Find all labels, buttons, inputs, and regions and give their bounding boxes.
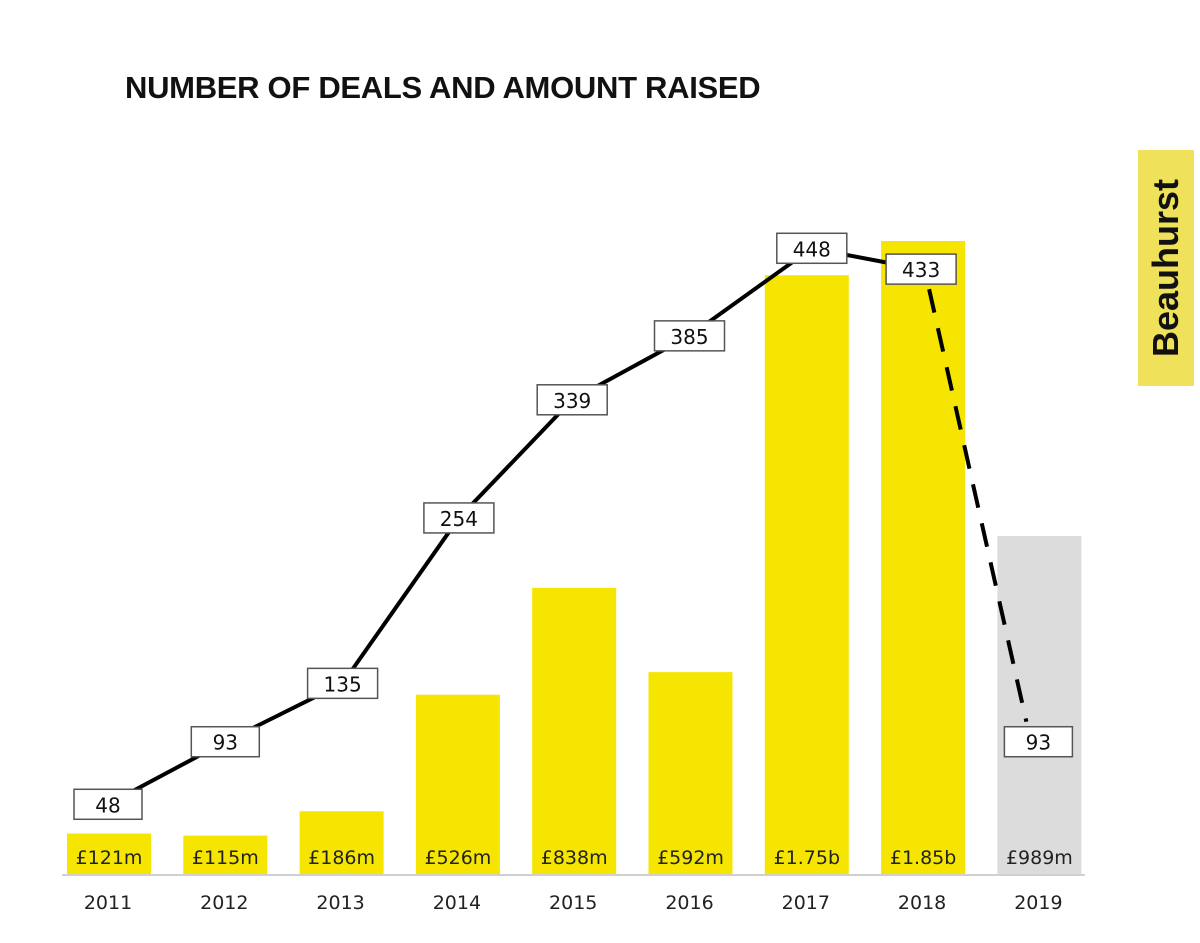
bar-2014: [415, 694, 500, 875]
point-label-box: [1003, 725, 1074, 758]
x-tick-label-2011: 2011: [84, 892, 132, 914]
point-label-text: 93: [213, 731, 238, 755]
point-label-text: 433: [902, 258, 940, 282]
point-label-text: 135: [324, 672, 362, 696]
point-label-text: 448: [793, 237, 831, 261]
bar-2013: [299, 811, 384, 875]
bar-value-label-2014: £526m: [424, 847, 491, 869]
bar-value-label-2017: £1.75b: [774, 847, 840, 869]
x-tick-label-2013: 2013: [316, 892, 364, 914]
chart-title: NUMBER OF DEALS AND AMOUNT RAISED: [125, 70, 761, 105]
year-labels-group: 2011 2012 2013 2014 2015 2016 2017 2018 2019: [84, 892, 1063, 914]
point-label-box: [190, 725, 261, 758]
bar-2011: [67, 833, 151, 875]
point-label-box: [423, 502, 495, 534]
x-tick-label-2016: 2016: [665, 892, 713, 914]
point-label-2016: 385: [653, 320, 726, 352]
bar-value-label-2018: £1.85b: [890, 847, 956, 869]
deals-line-projection: [927, 288, 1029, 723]
point-label-2018: 433: [885, 253, 957, 285]
point-label-2012: 93: [190, 725, 261, 758]
bar-labels-group: £121m £115m £186m £526m £838m £592m £1.75b £1.8…: [76, 847, 1073, 869]
point-label-2014: 254: [423, 502, 495, 534]
x-tick-label-2012: 2012: [200, 892, 248, 914]
x-tick-label-2014: 2014: [433, 892, 481, 914]
bars-group: [67, 241, 1082, 875]
x-tick-label-2019: 2019: [1014, 892, 1062, 914]
point-label-2017: 448: [776, 232, 848, 265]
point-label-text: 339: [553, 389, 591, 413]
x-tick-label-2018: 2018: [898, 892, 946, 914]
point-label-text: 93: [1026, 731, 1051, 755]
x-tick-label-2015: 2015: [549, 892, 597, 914]
point-label-text: 385: [670, 325, 708, 349]
point-label-box: [653, 320, 726, 352]
bar-value-label-2011: £121m: [76, 847, 143, 869]
point-label-box: [536, 384, 608, 416]
brand-logo: Beauhurst: [1138, 150, 1194, 386]
point-label-text: 254: [440, 507, 478, 531]
point-label-text: 48: [95, 793, 120, 817]
bar-2018: [881, 241, 966, 875]
bar-value-label-2019: £989m: [1006, 847, 1073, 869]
bar-2019: [997, 536, 1082, 875]
point-label-box: [776, 232, 848, 265]
point-label-2013: 135: [306, 667, 379, 700]
point-label-box: [306, 667, 379, 700]
bar-2017: [764, 275, 849, 875]
point-label-box: [885, 253, 957, 285]
bar-value-label-2016: £592m: [657, 847, 724, 869]
bar-2012: [183, 835, 268, 875]
bar-value-label-2013: £186m: [308, 847, 375, 869]
point-label-box: [73, 788, 143, 821]
point-labels-group: 48 93 135 254 339 385 448 433 93: [73, 232, 1074, 821]
bar-value-label-2012: £115m: [192, 847, 259, 869]
x-tick-label-2017: 2017: [782, 892, 830, 914]
bar-2015: [532, 587, 617, 875]
point-label-2019: 93: [1003, 725, 1074, 758]
bar-2016: [648, 672, 733, 875]
bar-value-label-2015: £838m: [541, 847, 608, 869]
point-label-2015: 339: [536, 384, 608, 416]
point-label-2011: 48: [73, 788, 143, 821]
